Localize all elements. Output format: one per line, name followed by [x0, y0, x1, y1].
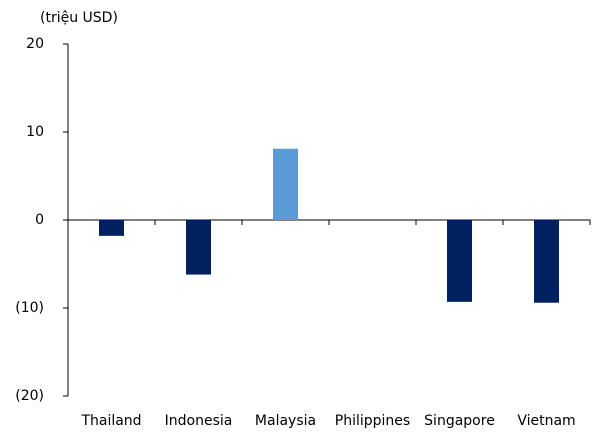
bar — [273, 148, 298, 220]
y-axis-label: (triệu USD) — [40, 10, 118, 26]
y-tick-label: (10) — [15, 300, 44, 316]
x-tick-label: Philippines — [335, 413, 410, 429]
y-tick-label: 0 — [35, 212, 44, 228]
bar — [534, 220, 559, 303]
x-tick-label: Singapore — [424, 413, 495, 429]
y-tick-label: 20 — [26, 36, 44, 52]
bar — [447, 220, 472, 302]
x-tick-label: Thailand — [80, 413, 141, 429]
y-tick-label: (20) — [15, 388, 44, 404]
bar — [186, 220, 211, 275]
x-tick-label: Vietnam — [517, 413, 575, 429]
bar — [99, 220, 124, 236]
x-tick-label: Indonesia — [165, 413, 233, 429]
y-tick-label: 10 — [26, 124, 44, 140]
x-tick-label: Malaysia — [255, 413, 316, 429]
